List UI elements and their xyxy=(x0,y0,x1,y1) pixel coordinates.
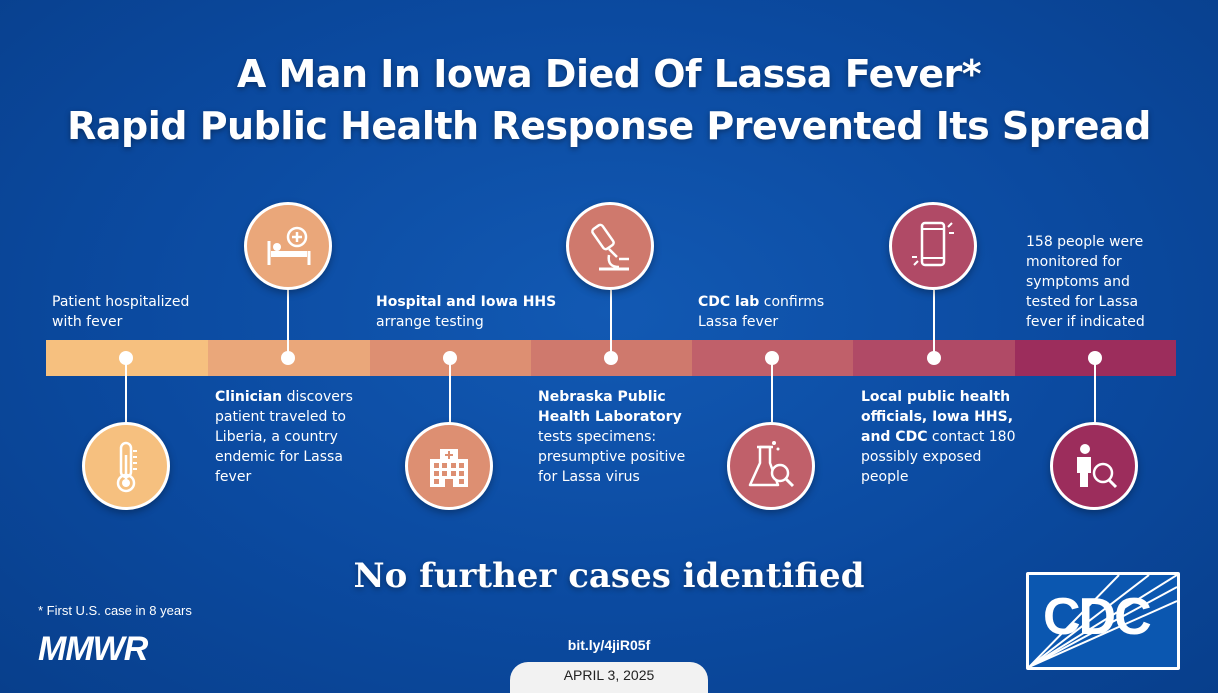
step-4-text: Nebraska Public Health Laboratory tests … xyxy=(538,389,686,485)
timeline-dot xyxy=(119,351,133,365)
step-5-circle xyxy=(727,422,815,510)
step-2-circle xyxy=(244,202,332,290)
cdc-sunburst-icon xyxy=(1029,575,1177,667)
lab-flask-search-icon xyxy=(748,441,795,488)
title-line-2: Rapid Public Health Response Prevented I… xyxy=(67,104,1151,148)
timeline-dot xyxy=(927,351,941,365)
cdc-logo: CDC xyxy=(1026,572,1180,670)
timeline-dot xyxy=(281,351,295,365)
bottom-headline: No further cases identified xyxy=(353,556,865,596)
step-6-text: Local public health officials, Iowa HHS,… xyxy=(861,389,1016,485)
step-3-text: Hospital and Iowa HHS arrange testing xyxy=(376,294,557,330)
connector-line xyxy=(287,290,289,358)
hospital-building-icon xyxy=(430,449,468,487)
step-7-text: 158 people were monitored for symptoms a… xyxy=(1026,234,1145,330)
person-search-icon xyxy=(1077,444,1118,489)
mobile-phone-icon xyxy=(912,221,954,267)
step-1-text: Patient hospitalized with fever xyxy=(52,294,190,330)
step-4-circle xyxy=(566,202,654,290)
timeline-dot xyxy=(443,351,457,365)
timeline-dot xyxy=(765,351,779,365)
step-5-text: CDC lab confirms Lassa fever xyxy=(698,294,825,330)
footnote: * First U.S. case in 8 years xyxy=(38,603,192,618)
hospital-bed-icon xyxy=(267,226,311,265)
connector-line xyxy=(933,290,935,358)
connector-line xyxy=(771,358,773,436)
thermometer-icon xyxy=(116,441,137,493)
connector-line xyxy=(1094,358,1096,436)
step-1-circle xyxy=(82,422,170,510)
connector-line xyxy=(449,358,451,436)
date-label: APRIL 3, 2025 xyxy=(510,662,708,693)
step-3-circle xyxy=(405,422,493,510)
mmwr-logo: MMWR xyxy=(38,630,148,668)
connector-line xyxy=(610,290,612,358)
microscope-icon xyxy=(591,223,629,271)
step-7-circle xyxy=(1050,422,1138,510)
short-link[interactable]: bit.ly/4jiR05f xyxy=(567,637,651,653)
cdc-wordmark: CDC xyxy=(1043,588,1152,646)
title-line-1: A Man In Iowa Died Of Lassa Fever* xyxy=(236,52,982,96)
step-6-circle xyxy=(889,202,977,290)
timeline-dot xyxy=(604,351,618,365)
connector-line xyxy=(125,358,127,436)
timeline-dot xyxy=(1088,351,1102,365)
step-2-text: Clinician discovers patient traveled to … xyxy=(215,389,353,485)
